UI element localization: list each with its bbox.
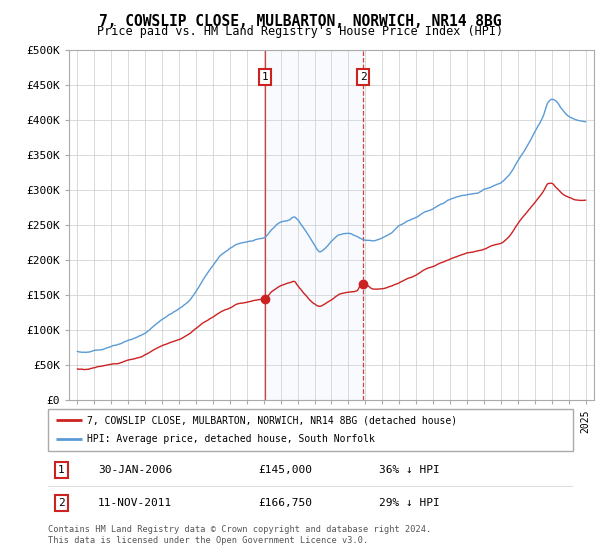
Text: £145,000: £145,000: [258, 465, 312, 475]
Text: Contains HM Land Registry data © Crown copyright and database right 2024.
This d: Contains HM Land Registry data © Crown c…: [48, 525, 431, 545]
Text: 30-JAN-2006: 30-JAN-2006: [98, 465, 172, 475]
Bar: [265, 50, 363, 400]
Text: 1: 1: [58, 465, 65, 475]
Text: Price paid vs. HM Land Registry's House Price Index (HPI): Price paid vs. HM Land Registry's House …: [97, 25, 503, 39]
Text: 2: 2: [58, 498, 65, 508]
Text: 29% ↓ HPI: 29% ↓ HPI: [379, 498, 439, 508]
Text: 7, COWSLIP CLOSE, MULBARTON, NORWICH, NR14 8BG: 7, COWSLIP CLOSE, MULBARTON, NORWICH, NR…: [99, 14, 501, 29]
Text: 1: 1: [262, 72, 268, 82]
Text: 2: 2: [360, 72, 367, 82]
Text: 7, COWSLIP CLOSE, MULBARTON, NORWICH, NR14 8BG (detached house): 7, COWSLIP CLOSE, MULBARTON, NORWICH, NR…: [88, 415, 458, 425]
Text: 11-NOV-2011: 11-NOV-2011: [98, 498, 172, 508]
Text: HPI: Average price, detached house, South Norfolk: HPI: Average price, detached house, Sout…: [88, 435, 375, 445]
Text: 36% ↓ HPI: 36% ↓ HPI: [379, 465, 439, 475]
FancyBboxPatch shape: [48, 409, 573, 451]
Text: £166,750: £166,750: [258, 498, 312, 508]
